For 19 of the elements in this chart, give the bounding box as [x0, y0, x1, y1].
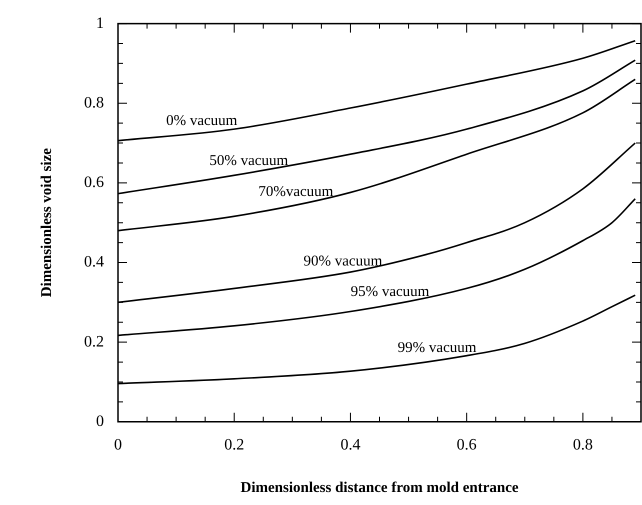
series-label: 99% vacuum [398, 340, 477, 356]
y-tick-label: 0 [96, 413, 104, 430]
series-label: 70%vacuum [258, 184, 334, 200]
series-label: 90% vacuum [304, 254, 383, 270]
series-label: 50% vacuum [209, 153, 288, 170]
y-tick-label: 0.2 [84, 333, 104, 350]
x-tick-label: 0 [114, 436, 122, 454]
y-tick-label: 0.8 [84, 94, 104, 112]
x-tick-label: 0.8 [572, 436, 593, 454]
y-axis-title: Dimensionless void size [38, 148, 55, 298]
x-axis-title: Dimensionless distance from mold entrance [240, 480, 519, 496]
y-tick-label: 0.6 [84, 174, 104, 192]
x-tick-label: 0.4 [340, 436, 360, 454]
y-tick-label: 0.4 [84, 254, 104, 271]
x-tick-label: 0.2 [224, 436, 244, 454]
x-tick-label: 0.6 [456, 436, 477, 454]
series-label: 0% vacuum [166, 112, 238, 129]
y-tick-label: 1 [96, 14, 104, 32]
series-label: 95% vacuum [350, 284, 430, 300]
